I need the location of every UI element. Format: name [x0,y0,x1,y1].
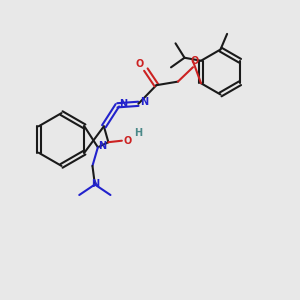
Text: O: O [124,136,132,146]
Text: N: N [91,179,99,189]
Text: N: N [98,141,106,151]
Text: O: O [190,56,198,66]
Text: O: O [135,59,143,69]
Text: N: N [119,99,128,109]
Text: N: N [140,97,148,107]
Text: H: H [134,128,142,138]
